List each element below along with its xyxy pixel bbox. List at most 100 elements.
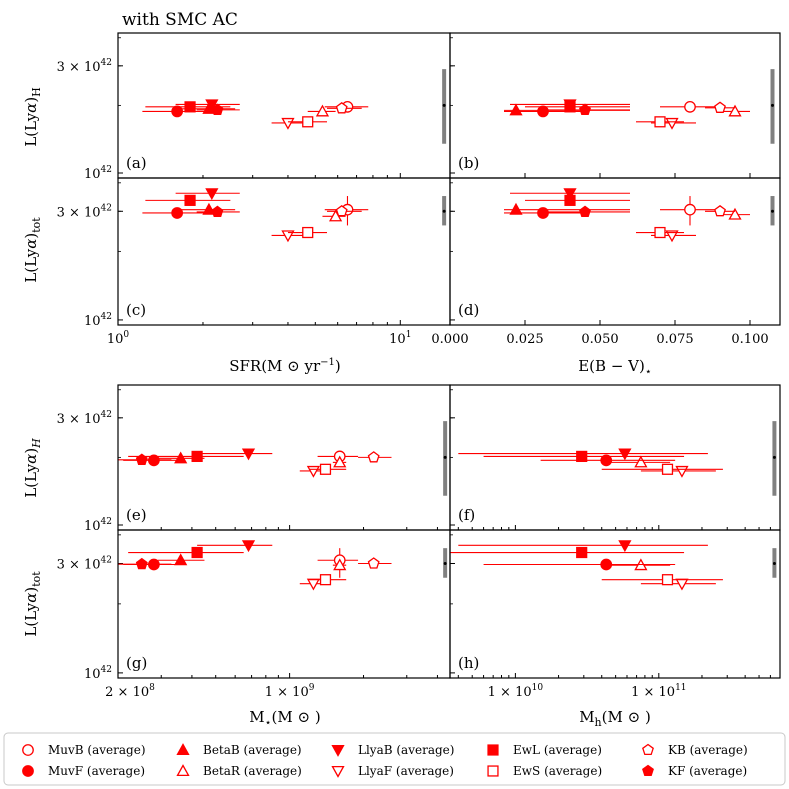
marker-llyab bbox=[618, 540, 632, 553]
legend-label: EwL (average) bbox=[513, 743, 602, 757]
point-llyab bbox=[175, 188, 240, 201]
point-muvf bbox=[483, 558, 676, 571]
legend-frame bbox=[3, 732, 786, 786]
marker-kb bbox=[714, 204, 726, 217]
marker-betar bbox=[333, 455, 347, 468]
marker-llyaf bbox=[665, 230, 679, 243]
marker-kf bbox=[579, 205, 591, 218]
point-betab bbox=[157, 553, 205, 566]
marker-llyaf bbox=[281, 117, 295, 130]
marker-betab bbox=[509, 103, 523, 116]
xtick-label-mstar: 2 × 108 bbox=[105, 683, 155, 700]
panel-letter: (d) bbox=[458, 301, 479, 319]
legend-item: BetaB (average) bbox=[176, 743, 302, 757]
legend-label: BetaB (average) bbox=[203, 743, 302, 757]
point-llyaf bbox=[271, 117, 306, 130]
marker-ews bbox=[661, 463, 674, 475]
marker-kf bbox=[579, 103, 591, 115]
ylabel-bottom-h: L(Lyα)H bbox=[22, 438, 43, 498]
panel-letter: (c) bbox=[126, 301, 146, 319]
marker-llyaf bbox=[675, 465, 689, 478]
point-llyab bbox=[197, 540, 273, 553]
panel-h: (h) bbox=[449, 529, 781, 679]
typical-error-center bbox=[771, 209, 774, 213]
marker-llyab bbox=[563, 188, 577, 201]
ytick-label-lower: 1042 bbox=[84, 665, 112, 682]
point-muvf bbox=[540, 454, 676, 467]
xtick-label-ebv: 0.075 bbox=[656, 332, 693, 347]
marker-llyaf bbox=[306, 465, 321, 478]
xtick-label-ebv: 0.025 bbox=[506, 332, 543, 347]
marker-ews bbox=[319, 463, 332, 475]
point-kb bbox=[358, 557, 392, 569]
marker-betab bbox=[174, 451, 188, 464]
point-kf bbox=[118, 453, 172, 465]
xtick-label-ebv: 0.100 bbox=[731, 332, 768, 347]
legend-label: LlyaF (average) bbox=[358, 764, 454, 778]
marker-muvf bbox=[600, 454, 613, 467]
marker-ewl bbox=[576, 546, 588, 559]
marker-betar bbox=[333, 558, 347, 571]
panel-frame bbox=[117, 32, 451, 179]
marker-llyab bbox=[618, 448, 632, 461]
panel-letter: (b) bbox=[458, 154, 479, 172]
xtick-label-ebv: 0.000 bbox=[431, 332, 468, 347]
typical-error-center bbox=[443, 455, 447, 459]
ytick-label-lower: 1042 bbox=[84, 517, 112, 534]
typical-error-center bbox=[772, 562, 776, 566]
marker-betar bbox=[728, 207, 742, 220]
point-kb bbox=[326, 204, 362, 217]
panel-letter: (h) bbox=[458, 654, 479, 672]
xlabel-ebv: E(B − V)⋆ bbox=[578, 357, 652, 378]
marker-kf bbox=[211, 103, 224, 115]
legend-item: EwL (average) bbox=[487, 743, 602, 757]
legend-marker bbox=[487, 744, 499, 756]
panel-c: 3 × 1042 1042 (c) bbox=[57, 177, 451, 329]
panel-frame bbox=[449, 177, 781, 326]
point-llyab bbox=[197, 448, 273, 461]
legend-item: KF (average) bbox=[642, 764, 747, 778]
legend-item: EwS (average) bbox=[487, 764, 602, 778]
figure-title: with SMC AC bbox=[122, 10, 238, 30]
point-kb bbox=[705, 101, 735, 113]
point-muvb bbox=[660, 196, 720, 226]
point-ewl bbox=[450, 546, 685, 559]
point-muvf bbox=[142, 105, 212, 118]
point-llyaf bbox=[271, 230, 306, 243]
point-ews bbox=[636, 116, 684, 128]
point-ews bbox=[309, 574, 347, 586]
legend-marker bbox=[176, 743, 190, 756]
point-ews bbox=[601, 463, 723, 475]
legend-item: LlyaF (average) bbox=[331, 764, 454, 778]
marker-llyab bbox=[241, 448, 256, 461]
marker-llyab bbox=[241, 540, 256, 553]
panel-letter: (g) bbox=[126, 654, 147, 672]
marker-kb bbox=[714, 101, 726, 113]
point-kf bbox=[118, 557, 172, 570]
marker-muvf bbox=[171, 105, 184, 118]
legend-label: MuvB (average) bbox=[48, 743, 146, 757]
marker-ews bbox=[302, 116, 314, 128]
ytick-label-upper: 3 × 1042 bbox=[57, 556, 112, 573]
point-betar bbox=[720, 104, 750, 117]
marker-kb bbox=[367, 557, 380, 569]
marker-ewl bbox=[184, 101, 196, 113]
point-kf bbox=[196, 205, 240, 218]
legend: MuvB (average) MuvF (average) BetaB (avera… bbox=[3, 732, 786, 786]
marker-ewl bbox=[564, 101, 576, 113]
panel-b: (b) bbox=[449, 32, 781, 179]
marker-kf bbox=[135, 557, 148, 570]
marker-muvb bbox=[684, 100, 696, 113]
panel-frame bbox=[449, 529, 781, 679]
xtick-label-sfr: 100 bbox=[107, 330, 130, 347]
marker-kb bbox=[335, 204, 348, 217]
panel-frame bbox=[449, 32, 781, 179]
panel-letter: (f) bbox=[458, 506, 475, 524]
xlabel-sfr: SFR(M ⊙ yr−1) bbox=[229, 357, 341, 375]
legend-label: MuvF (average) bbox=[48, 764, 145, 778]
legend-item: MuvF (average) bbox=[22, 764, 145, 778]
point-llyab bbox=[458, 540, 708, 553]
legend-label: EwS (average) bbox=[513, 764, 602, 778]
marker-betar bbox=[634, 455, 648, 468]
legend-marker bbox=[22, 765, 34, 777]
